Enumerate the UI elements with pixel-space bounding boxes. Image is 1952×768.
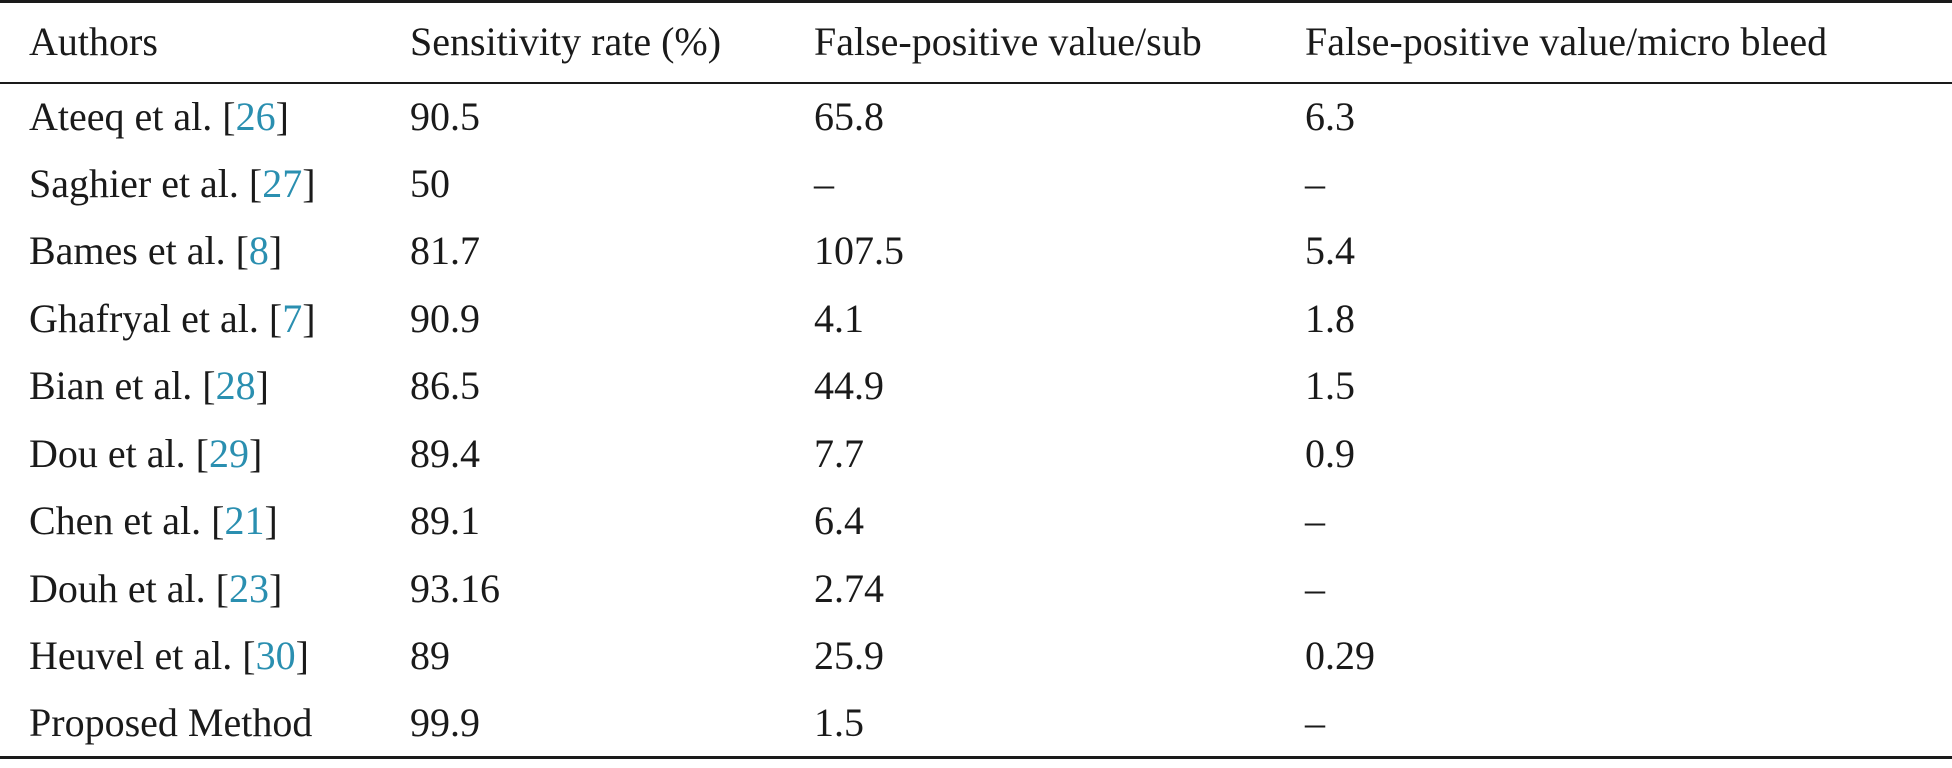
cell-false-positive-sub: 107.5 [814, 228, 904, 274]
cell-false-positive-microbleed: 0.9 [1305, 430, 1355, 476]
reference-bracket: ] [268, 228, 283, 274]
cell-false-positive-microbleed: – [1305, 690, 1952, 759]
header-false-positive-microbleed: False-positive value/micro bleed [1305, 0, 1952, 84]
reference-link[interactable]: 26 [235, 93, 276, 139]
table-row: Douh et al. [23] 93.16 2.74– [0, 555, 1952, 623]
cell-false-positive-sub: 4.1 [814, 295, 864, 341]
cell-false-positive-sub: 25.9 [814, 633, 884, 679]
header-authors: Authors [0, 0, 410, 84]
header-false-positive-sub: False-positive value/sub [814, 0, 1305, 84]
table-row: Bames et al. [8] 81.7 107.5 5.4 [0, 218, 1952, 286]
header-row: Authors Sensitivity rate (%) False-posit… [0, 0, 1952, 84]
reference-link[interactable]: 7 [282, 295, 303, 341]
table-row: Heuvel et al. [30] 89 25.9 0.29 [0, 623, 1952, 691]
author-name: Bames et al. [ [29, 228, 249, 274]
cell-sensitivity-rate: 86.5 [410, 363, 480, 409]
cell-false-positive-microbleed: 6.3 [1305, 93, 1355, 139]
cell-author: Bian et al. [28] [0, 353, 410, 421]
cell-author: Ghafryal et al. [7] [0, 285, 410, 353]
cell-false-positive-sub: 7.7 [814, 430, 864, 476]
reference-bracket: ] [264, 498, 278, 544]
reference-link[interactable]: 30 [255, 633, 296, 679]
author-name: Ateeq et al. [ [29, 93, 236, 139]
cell-sensitivity-rate: 81.7 [410, 228, 480, 274]
reference-bracket: ] [302, 295, 316, 341]
cell-false-positive-microbleed: 5.4 [1305, 228, 1355, 274]
cell-sensitivity-rate: 90.5 [410, 93, 480, 139]
reference-link[interactable]: 21 [224, 498, 265, 544]
cell-author: Douh et al. [23] [0, 555, 410, 623]
cell-sensitivity-rate: 89 [410, 633, 450, 679]
cell-author: Ateeq et al. [26] [0, 83, 410, 151]
cell-sensitivity-rate: 89.1 [410, 498, 480, 544]
table-row: Ateeq et al. [26] 90.5 65.8 6.3 [0, 83, 1952, 151]
cell-author: Dou et al. [29] [0, 420, 410, 488]
cell-sensitivity-rate: 99.9 [410, 690, 814, 759]
header-sensitivity-rate: Sensitivity rate (%) [410, 0, 814, 84]
reference-bracket: ] [268, 565, 283, 611]
reference-link[interactable]: 8 [248, 228, 269, 274]
author-name: Heuvel et al. [ [29, 633, 256, 679]
reference-bracket: ] [248, 430, 263, 476]
cell-author: Proposed Method [0, 690, 410, 759]
author-name: Ghafryal et al. [ [29, 295, 283, 341]
author-name: Saghier et al. [ [29, 160, 263, 206]
cell-false-positive-sub: – [814, 160, 834, 206]
table-row: Chen et al. [21] 89.1 6.4– [0, 488, 1952, 556]
author-name: Chen et al. [ [29, 498, 225, 544]
cell-false-positive-microbleed: 0.29 [1305, 633, 1375, 679]
table-row: Ghafryal et al. [7] 90.9 4.1 1.8 [0, 285, 1952, 353]
cell-sensitivity-rate: 89.4 [410, 430, 480, 476]
reference-bracket: ] [295, 633, 309, 679]
cell-author: Saghier et al. [27] [0, 150, 410, 218]
author-name: Dou et al. [ [29, 430, 209, 476]
cell-author: Bames et al. [8] [0, 218, 410, 286]
table-body: Ateeq et al. [26] 90.5 65.8 6.3 Saghier et a… [0, 83, 1952, 759]
cell-author: Chen et al. [21] [0, 488, 410, 556]
cell-false-positive-sub: 6.4 [814, 498, 864, 544]
reference-link[interactable]: 23 [228, 565, 269, 611]
cell-false-positive-sub: 65.8 [814, 93, 884, 139]
table-row: Bian et al. [28] 86.5 44.9 1.5 [0, 353, 1952, 421]
table-row: Saghier et al. [27] 50– – [0, 150, 1952, 218]
cell-false-positive-microbleed: 1.8 [1305, 295, 1355, 341]
reference-link[interactable]: 29 [208, 430, 249, 476]
table-header: Authors Sensitivity rate (%) False-posit… [0, 0, 1952, 84]
author-name: Douh et al. [ [29, 565, 229, 611]
table-row: Proposed Method 99.9 1.5– [0, 690, 1952, 759]
cell-false-positive-microbleed: 1.5 [1305, 363, 1355, 409]
cell-sensitivity-rate: 93.16 [410, 565, 500, 611]
cell-sensitivity-rate: 90.9 [410, 295, 480, 341]
cell-sensitivity-rate: 50 [410, 160, 450, 206]
reference-link[interactable]: 28 [215, 363, 256, 409]
author-name: Bian et al. [ [29, 363, 216, 409]
cell-false-positive-microbleed: – [1305, 565, 1325, 611]
cell-author: Heuvel et al. [30] [0, 623, 410, 691]
cell-false-positive-microbleed: – [1305, 160, 1325, 206]
cell-false-positive-sub: 44.9 [814, 363, 884, 409]
reference-bracket: ] [275, 93, 289, 139]
table-row: Dou et al. [29] 89.4 7.7 0.9 [0, 420, 1952, 488]
cell-false-positive-sub: 1.5 [814, 690, 1305, 759]
reference-bracket: ] [255, 363, 269, 409]
reference-bracket: ] [302, 160, 316, 206]
cell-false-positive-sub: 2.74 [814, 565, 884, 611]
reference-link[interactable]: 27 [262, 160, 303, 206]
cell-false-positive-microbleed: – [1305, 498, 1325, 544]
author-name: Proposed Method [29, 700, 313, 745]
